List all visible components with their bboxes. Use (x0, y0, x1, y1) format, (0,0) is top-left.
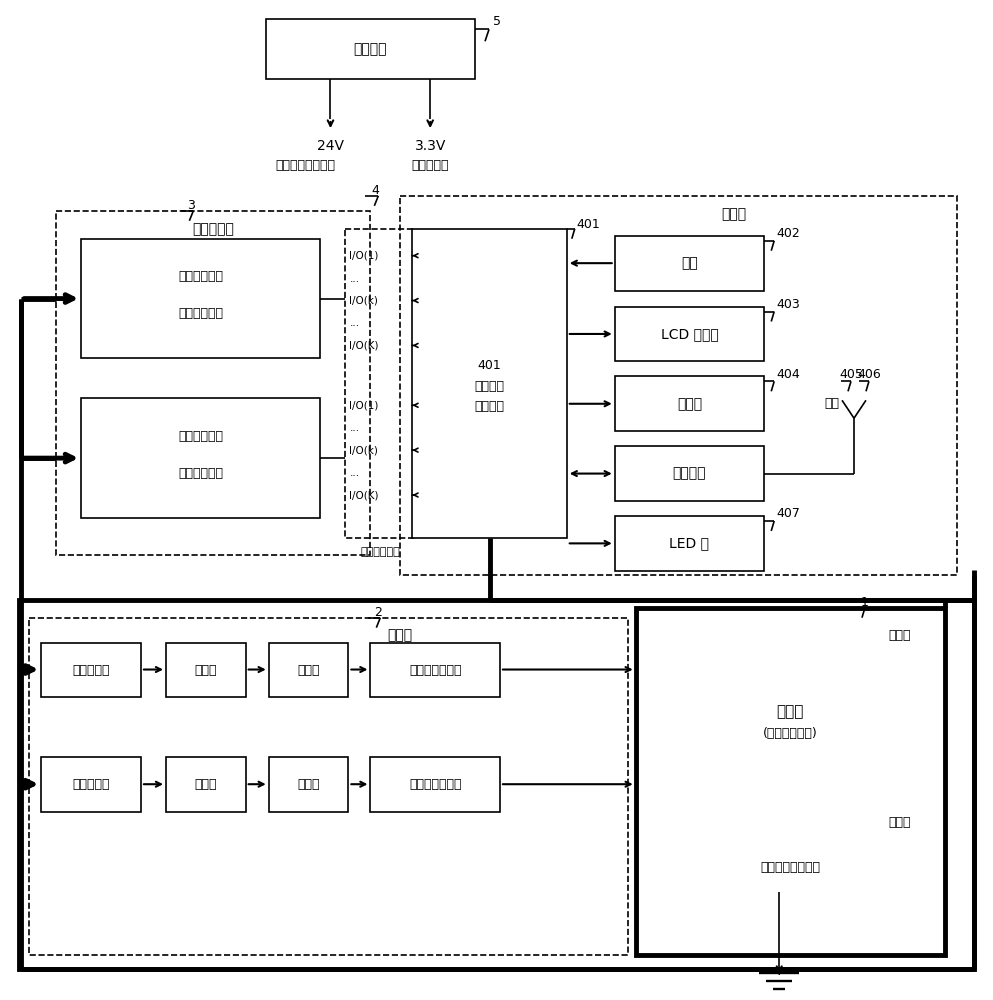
Text: 数据采集接口: 数据采集接口 (360, 547, 400, 557)
Text: 盛液器: 盛液器 (777, 704, 804, 719)
Bar (81, 398, 321, 518)
Bar (42, 643, 141, 697)
Bar (615, 307, 765, 361)
Text: 4: 4 (371, 184, 379, 197)
Text: 407: 407 (777, 507, 800, 520)
Text: 401: 401 (577, 218, 601, 231)
Bar (30, 618, 628, 955)
Text: 2: 2 (374, 606, 382, 619)
Text: I/O(K): I/O(K) (350, 490, 379, 500)
Bar (166, 643, 245, 697)
Text: 404: 404 (777, 368, 800, 381)
Text: 调液器: 调液器 (387, 629, 413, 643)
Text: 左信号电极阵: 左信号电极阵 (179, 270, 223, 283)
Text: 左活塞: 左活塞 (297, 664, 320, 677)
Bar (636, 608, 944, 955)
Text: 供其它电路: 供其它电路 (411, 159, 449, 172)
Text: 扬声器: 扬声器 (677, 397, 702, 411)
Text: LCD 显示器: LCD 显示器 (660, 327, 718, 341)
Text: 键盘: 键盘 (681, 256, 698, 270)
Text: 右驱动电路: 右驱动电路 (72, 778, 110, 791)
Bar (266, 19, 475, 79)
Text: I/O(K): I/O(K) (350, 340, 379, 350)
Bar (269, 643, 349, 697)
Text: 单片机及: 单片机及 (475, 380, 504, 393)
Text: 右活塞: 右活塞 (297, 778, 320, 791)
Text: 5: 5 (493, 15, 501, 28)
Bar (42, 757, 141, 812)
Text: 控制器: 控制器 (722, 207, 747, 221)
Bar (346, 229, 415, 538)
Text: 左驱动电路: 左驱动电路 (72, 664, 110, 677)
Bar (166, 757, 245, 812)
Bar (400, 196, 956, 575)
Text: 3.3V: 3.3V (414, 139, 446, 153)
Text: ...: ... (350, 274, 359, 284)
Bar (19, 600, 974, 969)
Text: 供左、右驱动电路: 供左、右驱动电路 (275, 159, 336, 172)
Text: 天线: 天线 (824, 397, 839, 410)
Text: 右信号采集器: 右信号采集器 (179, 467, 223, 480)
Text: 1: 1 (861, 596, 869, 609)
Text: 24V: 24V (317, 139, 344, 153)
Text: I/O(k): I/O(k) (350, 445, 378, 455)
Text: ...: ... (350, 318, 359, 328)
Text: 通信模块: 通信模块 (672, 467, 706, 481)
Bar (615, 236, 765, 291)
Text: ...: ... (350, 468, 359, 478)
Text: 左小口径圆柱腔: 左小口径圆柱腔 (409, 664, 462, 677)
Text: 401: 401 (478, 359, 501, 372)
Text: 右信号电极阵: 右信号电极阵 (179, 430, 223, 443)
Text: 406: 406 (857, 368, 881, 381)
Text: 接口模块: 接口模块 (475, 400, 504, 413)
Text: 403: 403 (777, 298, 800, 311)
Bar (615, 446, 765, 501)
Text: 3: 3 (188, 199, 196, 212)
Text: LED 屏: LED 屏 (669, 536, 709, 550)
Bar (370, 643, 500, 697)
Text: 左电机: 左电机 (195, 664, 217, 677)
Bar (615, 376, 765, 431)
Text: 右端面: 右端面 (889, 816, 912, 829)
Text: I/O(1): I/O(1) (350, 400, 378, 410)
Text: 直流电源: 直流电源 (354, 42, 387, 56)
Text: 信号采集器: 信号采集器 (193, 222, 234, 236)
Text: I/O(k): I/O(k) (350, 296, 378, 306)
Text: 右电机: 右电机 (195, 778, 217, 791)
Bar (81, 239, 321, 358)
Text: 左端面: 左端面 (889, 629, 912, 642)
Bar (615, 516, 765, 571)
Text: 与饱和电解液接触: 与饱和电解液接触 (761, 861, 820, 874)
Bar (269, 757, 349, 812)
Text: 右小口径圆柱腔: 右小口径圆柱腔 (409, 778, 462, 791)
Text: 405: 405 (839, 368, 863, 381)
Text: I/O(1): I/O(1) (350, 251, 378, 261)
Bar (370, 757, 500, 812)
Text: 402: 402 (777, 227, 800, 240)
Bar (57, 211, 370, 555)
Bar (412, 229, 567, 538)
Text: ...: ... (350, 423, 359, 433)
Text: 左信号采集器: 左信号采集器 (179, 307, 223, 320)
Text: (大口径圆柱腔): (大口径圆柱腔) (763, 727, 817, 740)
